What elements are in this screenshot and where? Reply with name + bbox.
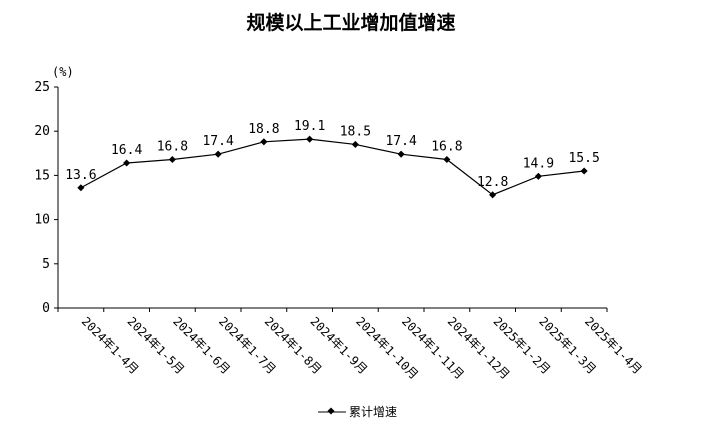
y-axis-unit-label: (%) <box>52 65 74 79</box>
y-tick-label: 0 <box>42 301 50 316</box>
data-point <box>214 150 222 158</box>
data-label: 16.8 <box>431 139 462 154</box>
chart-title: 规模以上工业增加值增速 <box>246 11 455 34</box>
data-label: 13.6 <box>65 168 96 183</box>
data-label: 18.5 <box>340 124 371 139</box>
series-line <box>80 138 585 196</box>
y-tick-label: 20 <box>34 124 50 139</box>
series-group: 13.6 16.4 16.8 17.4 18.8 19.1 18.5 17.4 16.8 12.8… <box>65 119 600 199</box>
data-label: 15.5 <box>568 151 599 166</box>
data-label: 14.9 <box>523 156 554 171</box>
y-tick-label: 5 <box>42 257 50 272</box>
y-tick-label: 10 <box>34 213 50 228</box>
x-axis-ticks: 2024年1-4月2024年1-5月2024年1-6月2024年1-7月2024… <box>57 308 645 382</box>
data-point <box>123 159 131 167</box>
data-label: 18.8 <box>248 122 279 137</box>
data-point <box>580 167 588 175</box>
data-label: 17.4 <box>202 134 233 149</box>
data-label: 16.4 <box>111 143 142 158</box>
data-label: 19.1 <box>294 119 325 134</box>
axes <box>57 87 607 309</box>
data-label: 12.8 <box>477 175 508 190</box>
legend: 累计增速 <box>318 405 397 419</box>
data-point <box>260 138 268 146</box>
data-point <box>534 172 542 180</box>
data-point <box>77 184 85 192</box>
data-point <box>489 191 497 199</box>
data-point <box>443 155 451 164</box>
data-point <box>306 135 314 143</box>
y-axis-ticks: 0 5 10 15 20 25 <box>34 80 58 316</box>
data-point <box>351 140 359 148</box>
legend-marker-icon <box>327 407 335 415</box>
data-point <box>168 155 176 164</box>
data-point <box>397 150 405 158</box>
y-tick-label: 25 <box>34 80 50 95</box>
y-tick-label: 15 <box>34 168 50 183</box>
data-label: 17.4 <box>385 134 416 149</box>
data-label: 16.8 <box>157 139 188 154</box>
legend-label: 累计增速 <box>349 405 397 419</box>
